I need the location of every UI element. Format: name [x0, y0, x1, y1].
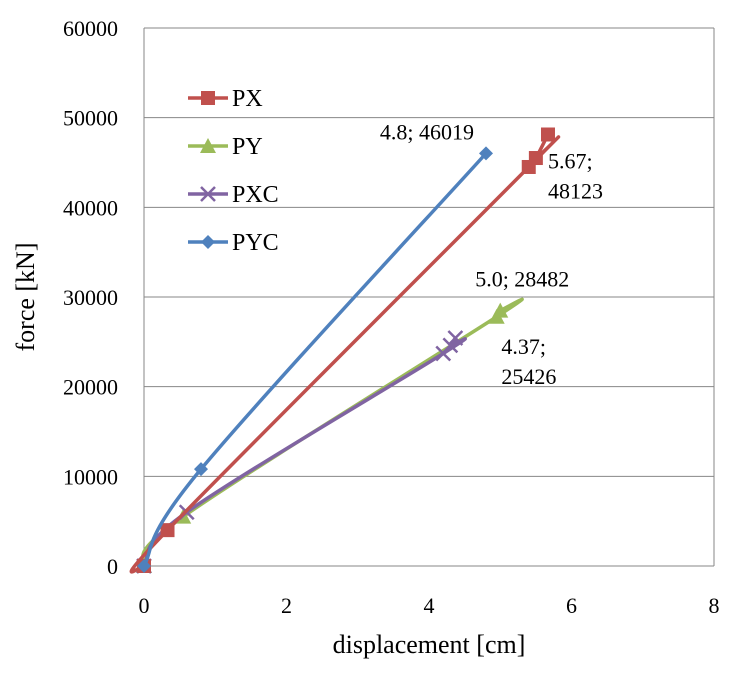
legend-item-pxc: PXC	[188, 182, 279, 208]
x-tick-label: 6	[566, 593, 577, 618]
data-point-diamond	[194, 462, 208, 477]
legend-label: PXC	[232, 182, 279, 208]
data-point-x	[200, 186, 216, 202]
data-point-diamond	[479, 146, 493, 161]
data-label: 25426	[501, 364, 556, 389]
data-point-square	[201, 91, 215, 105]
y-tick-label: 40000	[63, 195, 118, 220]
data-point-square	[540, 127, 555, 142]
y-tick-label: 30000	[63, 285, 118, 310]
data-series	[129, 127, 561, 574]
y-tick-label: 20000	[63, 375, 118, 400]
series-line	[142, 337, 467, 568]
axes: 0 10000 20000 30000 40000 50000 60000 0 2 4 6 8	[63, 16, 720, 618]
data-point-square	[528, 151, 543, 166]
data-point-x	[442, 337, 459, 354]
legend-item-px: PX	[188, 86, 263, 112]
grid-lines	[144, 27, 715, 566]
data-labels: 4.8; 46019 5.67; 48123 5.0; 28482 4.37; 25426	[380, 119, 603, 389]
series-pyc	[137, 146, 493, 573]
data-point-x	[447, 330, 464, 346]
data-label: 4.8; 46019	[380, 119, 474, 144]
legend-label: PX	[232, 86, 263, 112]
y-axis-title: force [kN]	[11, 243, 40, 352]
data-point-square	[160, 523, 175, 538]
data-label: 5.67;	[548, 148, 593, 173]
data-point-triangle	[492, 302, 509, 318]
data-point-diamond	[137, 559, 151, 573]
y-tick-label: 10000	[63, 464, 118, 489]
x-tick-label: 4	[424, 593, 435, 618]
legend-label: PY	[232, 134, 263, 160]
data-label: 5.0; 28482	[475, 267, 569, 292]
legend-label: PYC	[232, 230, 279, 256]
legend-item-py: PY	[188, 134, 263, 160]
data-label: 48123	[548, 178, 603, 203]
data-point-diamond	[201, 235, 215, 249]
legend: PX PY PXC PYC	[188, 86, 279, 256]
series-line	[142, 152, 488, 567]
y-tick-label: 60000	[63, 16, 118, 41]
data-label: 4.37;	[501, 334, 546, 359]
x-axis-title: displacement [cm]	[333, 630, 526, 659]
data-point-triangle	[200, 138, 216, 153]
x-tick-label: 0	[139, 593, 150, 618]
y-tick-label: 50000	[63, 106, 118, 131]
legend-item-pyc: PYC	[188, 230, 279, 256]
x-tick-label: 8	[709, 593, 720, 618]
x-tick-label: 2	[281, 593, 292, 618]
y-tick-label: 0	[107, 554, 118, 579]
